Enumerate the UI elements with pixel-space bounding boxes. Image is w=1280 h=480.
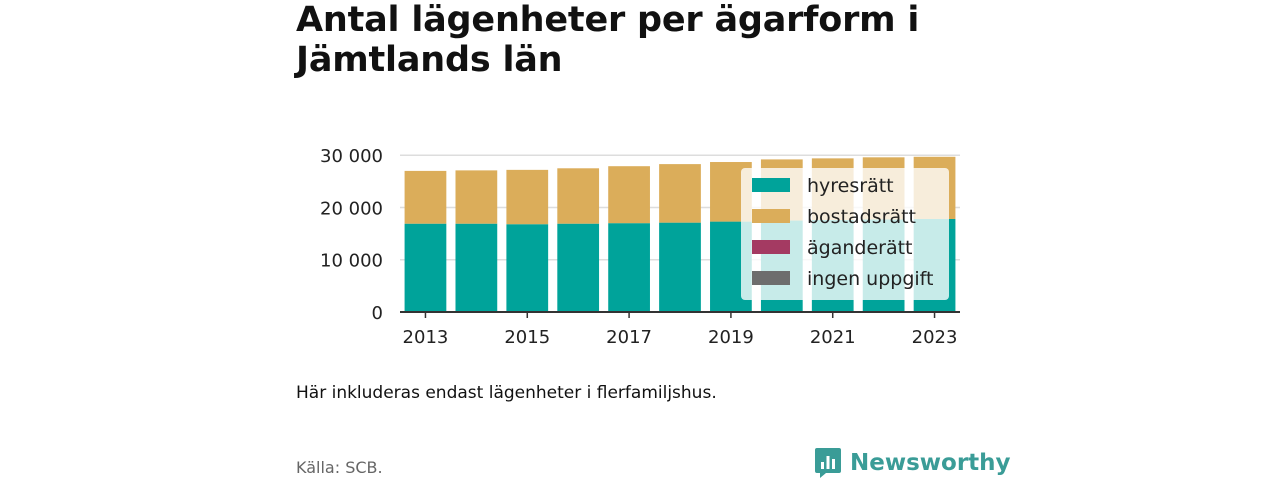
bar-segment: [659, 164, 701, 223]
x-tick-label: 2013: [403, 327, 449, 348]
x-tick-label: 2021: [810, 327, 856, 348]
x-tick-label: 2023: [912, 327, 958, 348]
legend-label: hyresrätt: [807, 175, 894, 197]
newsworthy-logo-icon: [815, 448, 841, 478]
legend: hyresrätt bostadsrätt äganderätt ingen uppg…: [741, 168, 949, 300]
x-tick-label: 2019: [708, 327, 754, 348]
legend-swatch: [752, 178, 790, 192]
legend-swatch: [752, 240, 790, 254]
legend-swatch: [752, 271, 790, 285]
legend-label: bostadsrätt: [807, 206, 916, 228]
bar-segment: [506, 169, 549, 225]
bar-segment: [659, 222, 701, 312]
brand-name: Newsworthy: [850, 450, 1011, 476]
x-axis-tick-labels: 2013 2015 2017 2019 2021 2023: [403, 312, 958, 348]
bar-segment: [455, 223, 498, 312]
y-tick-label: 20 000: [320, 198, 383, 219]
chart-title: Antal lägenheter per ägarform i Jämtland…: [296, 0, 920, 80]
legend-swatch: [752, 209, 790, 223]
source-credit: Källa: SCB.: [296, 458, 383, 477]
chart-note: Här inkluderas endast lägenheter i flerf…: [296, 383, 717, 403]
x-tick-label: 2015: [504, 327, 550, 348]
legend-label: ingen uppgift: [807, 268, 933, 290]
bar-segment: [404, 223, 447, 312]
bar-segment: [608, 223, 650, 312]
legend-label: äganderätt: [807, 237, 913, 259]
legend-box: [741, 168, 949, 300]
bar-segment: [404, 170, 447, 224]
y-axis-tick-labels: 0 10 000 20 000 30 000: [320, 146, 383, 324]
y-tick-label: 10 000: [320, 251, 383, 272]
y-tick-label: 30 000: [320, 146, 383, 167]
newsworthy-logo: Newsworthy: [814, 447, 1011, 479]
bar-segment: [557, 168, 600, 224]
y-tick-label: 0: [372, 303, 383, 324]
bar-segment: [608, 166, 650, 224]
x-tick-label: 2017: [606, 327, 652, 348]
bar-segment: [455, 170, 498, 224]
bar-segment: [557, 223, 600, 312]
bar-segment: [506, 224, 549, 312]
